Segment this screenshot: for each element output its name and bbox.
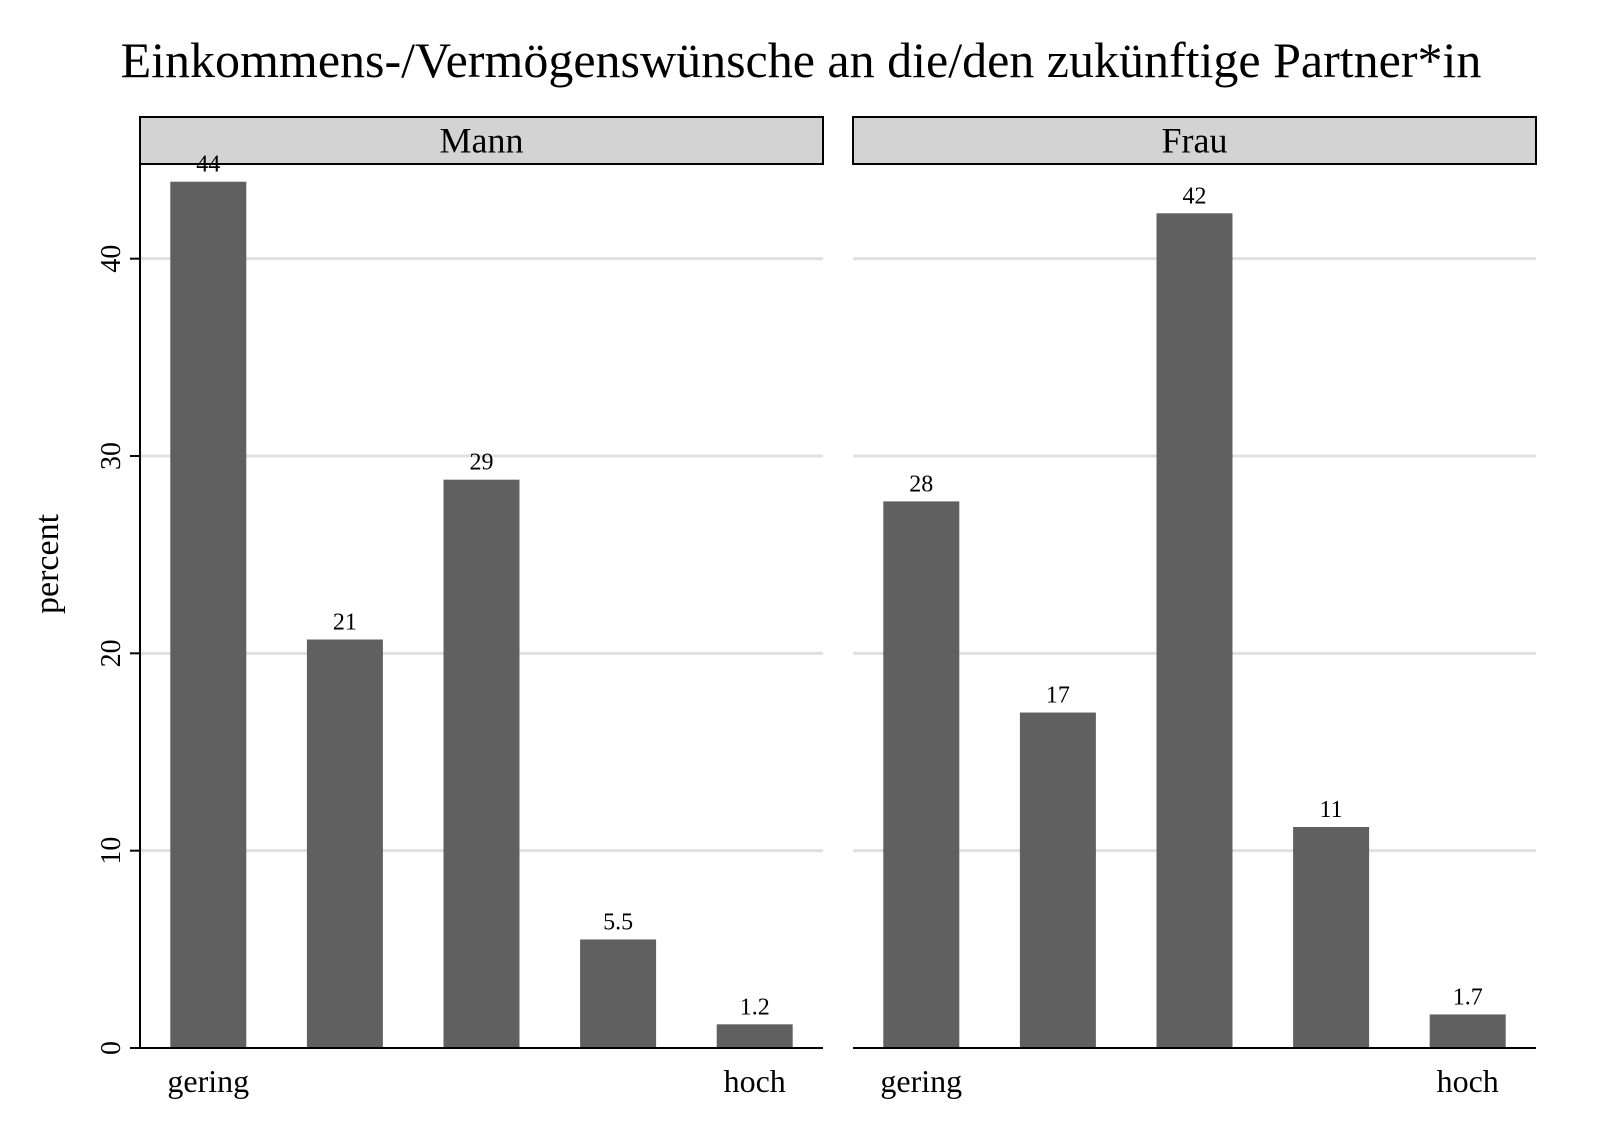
data-label: 11 bbox=[1320, 797, 1343, 823]
bar bbox=[1019, 712, 1096, 1048]
y-tick-label: 40 bbox=[96, 245, 127, 273]
data-label: 29 bbox=[470, 450, 494, 476]
bar bbox=[883, 501, 960, 1048]
y-tick-label: 10 bbox=[96, 837, 127, 865]
x-tick-label: gering bbox=[167, 1063, 249, 1099]
bar bbox=[1293, 826, 1370, 1048]
chart-title: Einkommens-/Vermögenswünsche an die/den … bbox=[120, 32, 1482, 88]
data-label: 21 bbox=[333, 610, 357, 636]
bar bbox=[443, 479, 520, 1048]
y-tick-label: 0 bbox=[96, 1041, 127, 1055]
data-label: 5.5 bbox=[603, 909, 633, 935]
y-tick-label: 20 bbox=[96, 639, 127, 667]
data-label: 1.7 bbox=[1453, 984, 1483, 1010]
facet-strip-label: Frau bbox=[1162, 121, 1228, 161]
bar bbox=[1156, 213, 1233, 1048]
data-label: 28 bbox=[909, 471, 933, 497]
bar bbox=[1429, 1014, 1506, 1048]
y-axis-label: percent bbox=[29, 513, 66, 614]
bars bbox=[170, 181, 1506, 1048]
facet-strip bbox=[139, 116, 824, 165]
y-tick-label: 30 bbox=[96, 442, 127, 470]
x-tick-label: hoch bbox=[724, 1063, 786, 1099]
facet-strip-label: Mann bbox=[440, 121, 524, 161]
x-tick-label: gering bbox=[880, 1063, 962, 1099]
bar bbox=[306, 639, 383, 1048]
data-label: 42 bbox=[1183, 183, 1207, 209]
data-label: 17 bbox=[1046, 683, 1070, 709]
data-label: 1.2 bbox=[740, 994, 770, 1020]
data-label: 44 bbox=[196, 152, 220, 178]
bar bbox=[170, 181, 247, 1048]
bar bbox=[716, 1024, 793, 1048]
facet-strip bbox=[852, 116, 1537, 165]
axes bbox=[130, 116, 1537, 1049]
bar bbox=[580, 939, 657, 1048]
labels: Mann 44 gering 21 29 5.5 1.2 hoch Frau 28 gering 17… bbox=[29, 121, 1499, 1100]
x-tick-label: hoch bbox=[1437, 1063, 1499, 1099]
